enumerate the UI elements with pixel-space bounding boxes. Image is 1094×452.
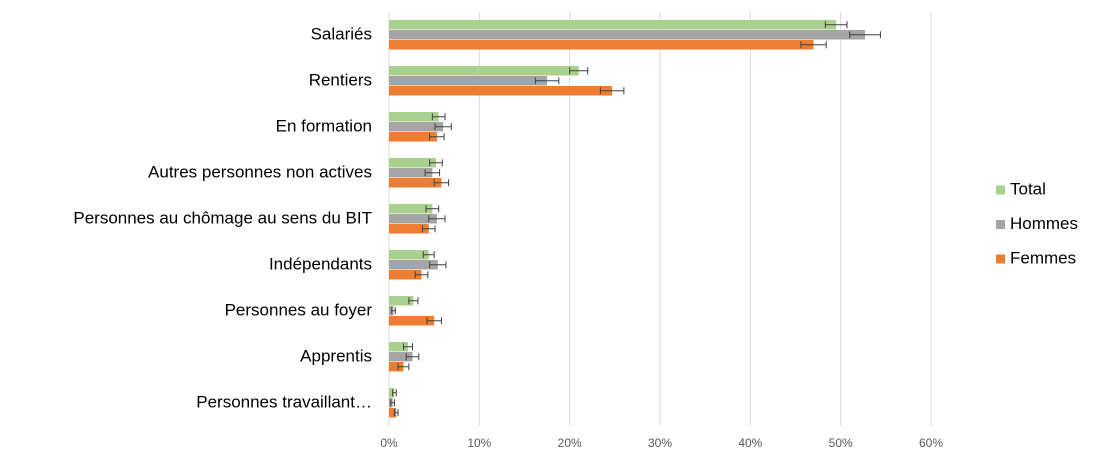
bar (389, 66, 579, 76)
error-bar (397, 363, 410, 371)
bar (389, 86, 613, 96)
bar (389, 204, 433, 214)
category-label: En formation (276, 116, 372, 135)
x-tick-label: 0% (380, 436, 398, 450)
bar (389, 30, 866, 40)
error-bar (569, 67, 589, 75)
error-bar (408, 297, 419, 305)
bar (389, 40, 814, 50)
x-tick-label: 10% (467, 436, 491, 450)
error-bar (599, 87, 625, 95)
error-bar (391, 307, 396, 315)
error-bar (392, 389, 397, 397)
bar (389, 158, 436, 168)
error-bar (405, 353, 420, 361)
bar (389, 260, 438, 270)
error-bar (421, 225, 436, 233)
error-bar (402, 343, 413, 351)
error-bar (422, 251, 435, 259)
bar (389, 408, 397, 418)
category-label: Personnes travaillant… (196, 392, 372, 411)
bar (389, 20, 837, 30)
error-bar (429, 159, 443, 167)
error-bar (425, 205, 440, 213)
bar (389, 342, 408, 352)
error-bar (429, 261, 447, 269)
legend-swatch (996, 185, 1005, 195)
legend-swatch (996, 254, 1005, 264)
legend-label: Hommes (1010, 214, 1078, 233)
error-bar (800, 41, 827, 49)
category-label: Indépendants (269, 254, 372, 273)
bar (389, 352, 413, 362)
bar (389, 178, 442, 188)
bar (389, 250, 429, 260)
bar (389, 316, 435, 326)
legend-label: Total (1010, 179, 1046, 198)
bar (389, 168, 433, 178)
legend-label: Femmes (1010, 248, 1076, 267)
category-label: Salariés (311, 24, 372, 43)
x-tick-label: 20% (558, 436, 582, 450)
bar (389, 270, 422, 280)
error-bar (414, 271, 429, 279)
error-bar (428, 215, 446, 223)
bar (389, 122, 444, 132)
bar (389, 362, 404, 372)
x-tick-label: 60% (919, 436, 943, 450)
category-label: Rentiers (309, 70, 372, 89)
category-label: Autres personnes non actives (148, 162, 372, 181)
error-bar (429, 133, 445, 141)
x-tick-label: 50% (829, 436, 853, 450)
bar (389, 76, 548, 86)
category-label: Apprentis (300, 346, 372, 365)
bar (389, 224, 429, 234)
error-bar (393, 409, 399, 417)
error-bar (849, 31, 881, 39)
category-label: Personnes au foyer (225, 300, 373, 319)
error-bar (390, 399, 395, 407)
error-bar (424, 169, 441, 177)
bar (389, 214, 437, 224)
bar (389, 388, 395, 398)
error-bar (431, 113, 446, 121)
error-bar (434, 123, 452, 131)
legend-swatch (996, 220, 1005, 229)
error-bar (534, 77, 560, 85)
x-tick-label: 30% (648, 436, 672, 450)
category-label: Personnes au chômage au sens du BIT (73, 208, 372, 227)
x-tick-label: 40% (738, 436, 762, 450)
error-bar (426, 317, 442, 325)
bar (389, 112, 439, 122)
error-bar (433, 179, 450, 187)
error-bar (824, 21, 848, 29)
bar (389, 132, 437, 142)
bar (389, 296, 414, 306)
